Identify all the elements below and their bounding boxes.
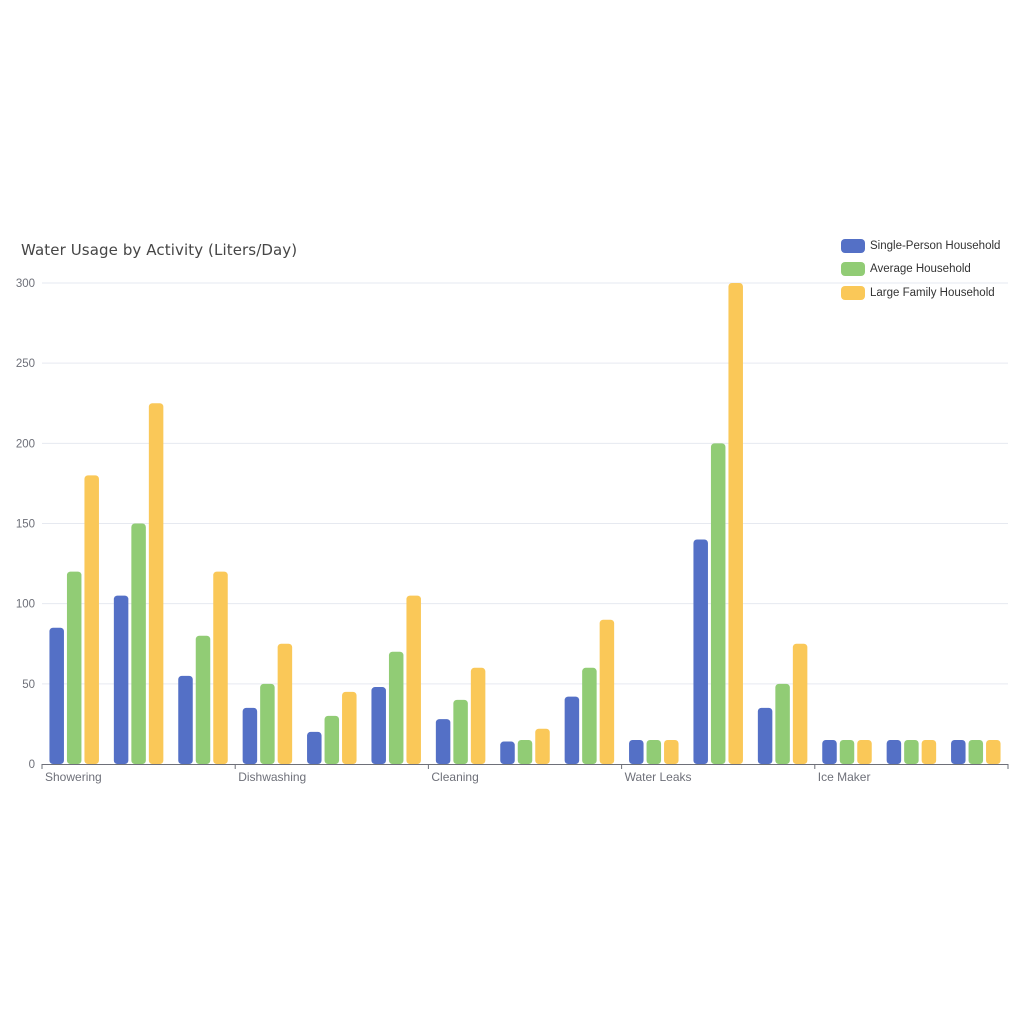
y-tick-label: 0	[29, 759, 35, 771]
bar[interactable]	[371, 687, 386, 764]
legend-swatch-icon	[841, 262, 865, 277]
bar[interactable]	[710, 443, 726, 764]
bar[interactable]	[728, 283, 743, 764]
legend-swatch-icon	[841, 238, 865, 253]
bar[interactable]	[242, 707, 258, 764]
bar[interactable]	[599, 619, 615, 764]
y-tick-label: 50	[22, 679, 35, 691]
bar[interactable]	[49, 627, 64, 764]
bar[interactable]	[260, 683, 275, 764]
x-tick-label: Dishwashing	[238, 770, 306, 784]
x-tick-label: Showering	[45, 770, 102, 784]
legend-item-single-person[interactable]: Single-Person Household	[841, 234, 1000, 258]
bar[interactable]	[342, 691, 357, 764]
bar[interactable]	[500, 741, 515, 764]
bar[interactable]	[213, 571, 228, 764]
bar[interactable]	[84, 475, 99, 764]
y-tick-label: 100	[16, 599, 35, 611]
bar[interactable]	[886, 739, 902, 764]
bar[interactable]	[307, 731, 322, 764]
bar[interactable]	[113, 595, 129, 764]
bar[interactable]	[646, 739, 662, 764]
bar[interactable]	[470, 667, 486, 764]
legend-label: Average Household	[870, 263, 971, 276]
bar[interactable]	[435, 719, 451, 764]
bar[interactable]	[757, 707, 773, 764]
bar[interactable]	[839, 739, 855, 764]
bar[interactable]	[277, 643, 293, 764]
bar[interactable]	[775, 683, 790, 764]
bar[interactable]	[968, 739, 984, 764]
bar[interactable]	[986, 739, 1001, 764]
legend-item-large-family[interactable]: Large Family Household	[841, 281, 1000, 305]
bar[interactable]	[629, 739, 644, 764]
legend-label: Single-Person Household	[870, 239, 1001, 252]
bar[interactable]	[564, 696, 580, 764]
bar[interactable]	[535, 728, 550, 764]
bar[interactable]	[324, 715, 340, 764]
x-tick-label: Cleaning	[431, 770, 478, 784]
x-tick-label: Ice Maker	[818, 770, 871, 784]
bar[interactable]	[693, 539, 708, 764]
legend-label: Large Family Household	[870, 286, 995, 299]
bar[interactable]	[148, 403, 164, 764]
bar[interactable]	[857, 739, 872, 764]
bar[interactable]	[822, 739, 837, 764]
y-tick-label: 150	[16, 519, 35, 531]
bar[interactable]	[904, 739, 919, 764]
bar[interactable]	[195, 635, 211, 764]
bar[interactable]	[951, 739, 966, 764]
bar[interactable]	[131, 523, 146, 765]
bar[interactable]	[792, 643, 808, 764]
chart-title: Water Usage by Activity (Liters/Day)	[21, 241, 298, 259]
bar[interactable]	[178, 675, 193, 764]
bar[interactable]	[664, 739, 679, 764]
bar[interactable]	[66, 571, 82, 764]
legend-swatch-icon	[841, 285, 865, 300]
bar[interactable]	[388, 651, 404, 764]
bar[interactable]	[921, 739, 937, 764]
bar[interactable]	[453, 699, 468, 764]
bar[interactable]	[582, 667, 597, 764]
y-tick-label: 300	[16, 278, 35, 290]
legend-item-average[interactable]: Average Household	[841, 258, 1000, 282]
bar[interactable]	[406, 595, 421, 764]
y-tick-label: 250	[16, 358, 35, 370]
chart-legend: Single-Person Household Average Househol…	[841, 234, 1000, 305]
bar[interactable]	[517, 739, 533, 764]
x-tick-label: Water Leaks	[625, 770, 692, 784]
y-tick-label: 200	[16, 438, 35, 450]
